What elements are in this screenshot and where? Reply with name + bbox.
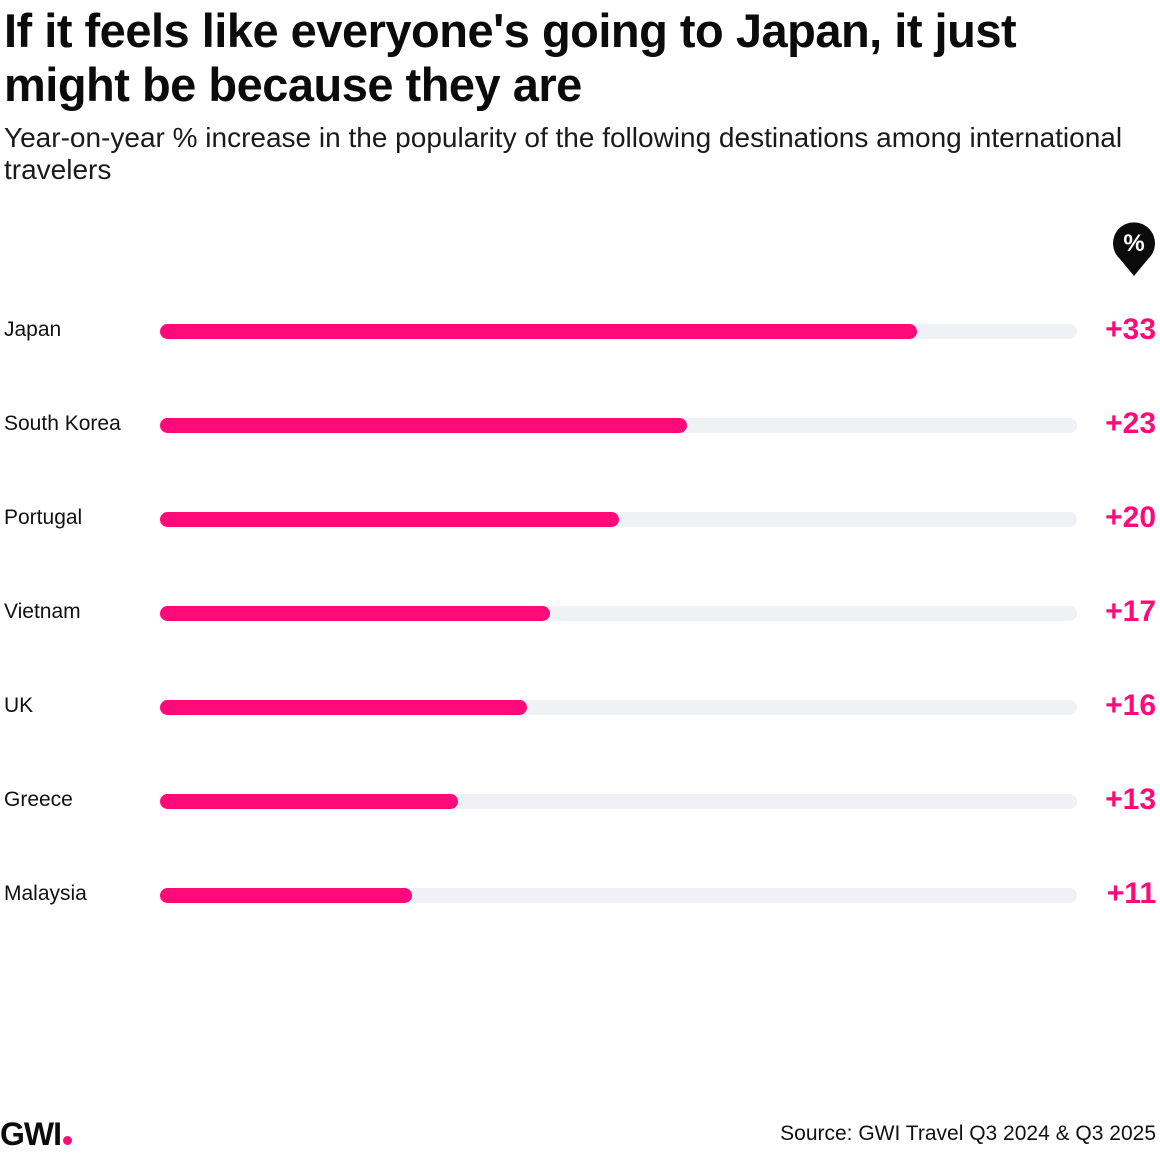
bar-row-malaysia: Malaysia +11 — [0, 874, 1160, 914]
bar-row-uk: UK +16 — [0, 686, 1160, 726]
bar-row-vietnam: Vietnam +17 — [0, 592, 1160, 632]
bar — [160, 794, 459, 809]
value-label: +23 — [1105, 407, 1156, 440]
bar-track — [160, 700, 1077, 715]
unit-badge-label: % — [1123, 230, 1145, 257]
bar — [160, 324, 917, 339]
value-label: +17 — [1105, 595, 1156, 628]
category-label: Japan — [4, 318, 62, 341]
value-label: +13 — [1105, 783, 1156, 816]
value-label: +16 — [1105, 689, 1156, 722]
category-label: Portugal — [4, 506, 83, 529]
bar-chart: Japan +33 South Korea +23 Portugal +20 Vietnam… — [0, 290, 1160, 950]
category-label: Greece — [4, 788, 73, 811]
value-label: +20 — [1105, 501, 1156, 534]
bar-track — [160, 512, 1077, 527]
bar — [160, 418, 688, 433]
bar-track — [160, 606, 1077, 621]
bar — [160, 512, 619, 527]
bar-row-japan: Japan +33 — [0, 310, 1160, 350]
chart-subtitle: Year-on-year % increase in the popularit… — [4, 122, 1123, 185]
category-label: UK — [4, 694, 34, 717]
source-note: Source: GWI Travel Q3 2024 & Q3 2025 — [780, 1122, 1156, 1145]
chart-title: If it feels like everyone's going to Jap… — [4, 4, 1017, 111]
bar — [160, 888, 413, 903]
bar-track — [160, 418, 1077, 433]
bar-track — [160, 794, 1077, 809]
percent-pin-icon — [1113, 222, 1155, 276]
category-label: South Korea — [4, 412, 121, 435]
bar — [160, 606, 550, 621]
bar-track — [160, 888, 1077, 903]
bar-row-south-korea: South Korea +23 — [0, 404, 1160, 444]
value-label: +33 — [1105, 313, 1156, 346]
value-label: +11 — [1106, 877, 1156, 910]
bar-row-greece: Greece +13 — [0, 780, 1160, 820]
bar-row-portugal: Portugal +20 — [0, 498, 1160, 538]
logo-dot-icon — [62, 1136, 72, 1145]
gwi-logo: GWI — [0, 1116, 72, 1152]
bar — [160, 700, 527, 715]
category-label: Malaysia — [4, 882, 87, 905]
category-label: Vietnam — [4, 600, 81, 623]
bar-track — [160, 324, 1077, 339]
logo-text: GWI — [0, 1116, 62, 1152]
